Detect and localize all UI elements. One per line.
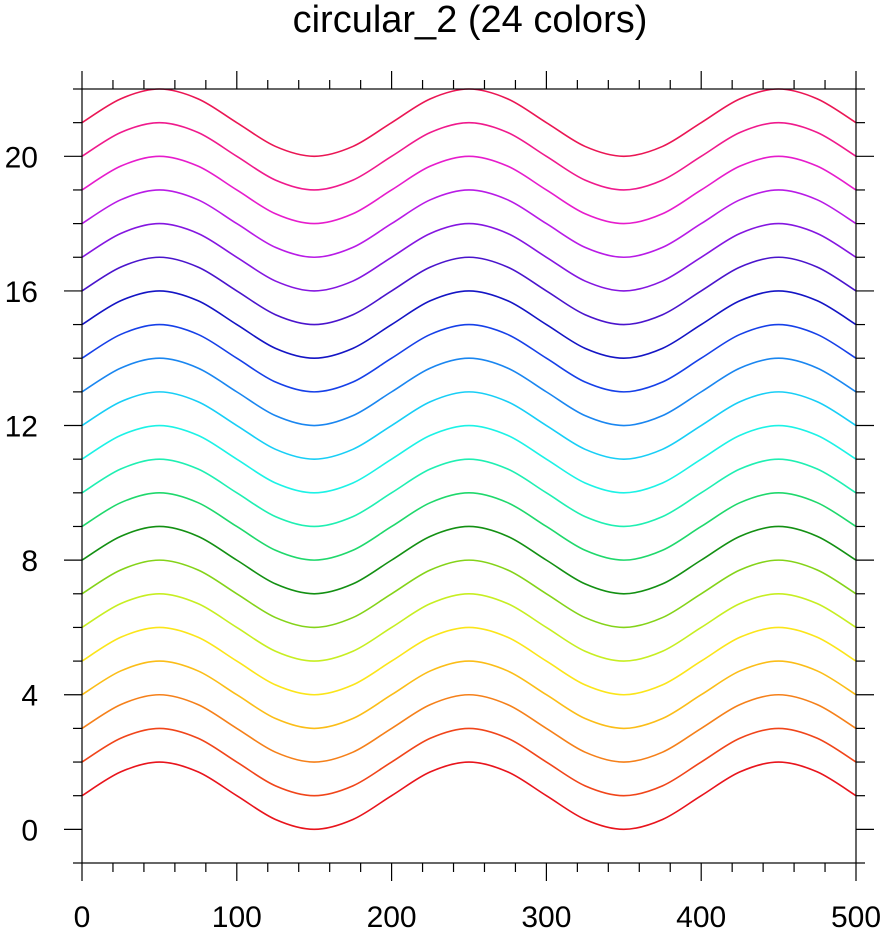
y-axis-tick-labels: 0 4 8 12 16 20 [5, 141, 38, 847]
series-line-10 [81, 458, 857, 528]
series-line-17 [81, 222, 857, 292]
series-line-4 [81, 660, 857, 730]
series-line-9 [81, 492, 857, 561]
series-group [81, 88, 857, 831]
x-tick-label: 100 [212, 901, 262, 934]
series-line-11 [81, 424, 857, 494]
x-tick-label: 0 [74, 901, 91, 934]
series-line-7 [81, 559, 857, 629]
y-tick-label: 12 [5, 411, 38, 444]
x-axis-tick-labels: 0 100 200 300 400 500 [74, 901, 881, 934]
x-tick-label: 300 [521, 901, 571, 934]
series-line-1 [81, 761, 857, 831]
series-line-8 [81, 525, 857, 595]
x-tick-label: 400 [676, 901, 726, 934]
series-line-6 [81, 592, 857, 662]
y-tick-label: 0 [21, 814, 38, 847]
x-tick-label: 200 [367, 901, 417, 934]
plot-frame [81, 88, 857, 864]
series-line-16 [81, 256, 857, 326]
series-line-5 [81, 626, 857, 696]
series-line-13 [81, 357, 857, 427]
series-line-12 [81, 391, 857, 460]
chart-title: circular_2 (24 colors) [293, 0, 648, 41]
series-line-19 [81, 155, 857, 225]
series-line-3 [81, 693, 857, 763]
series-line-18 [81, 189, 857, 259]
y-tick-label: 4 [21, 680, 38, 713]
y-tick-label: 16 [5, 276, 38, 309]
series-line-2 [81, 727, 857, 797]
y-tick-label: 20 [5, 141, 38, 174]
axis-ticks [64, 71, 874, 881]
y-tick-label: 8 [21, 545, 38, 578]
series-line-15 [81, 290, 857, 360]
x-tick-label: 500 [831, 901, 881, 934]
series-line-14 [81, 323, 857, 393]
series-line-20 [81, 121, 857, 191]
